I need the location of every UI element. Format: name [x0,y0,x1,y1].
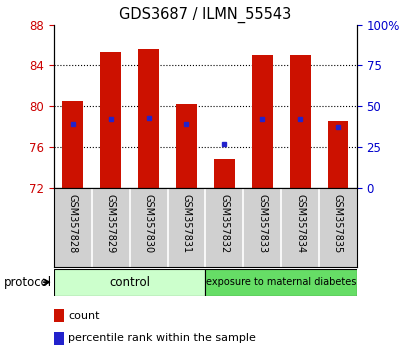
Text: exposure to maternal diabetes: exposure to maternal diabetes [206,277,356,287]
Bar [290,55,310,188]
Text: GSM357833: GSM357833 [257,194,267,253]
Text: GSM357828: GSM357828 [68,194,78,253]
Title: GDS3687 / ILMN_55543: GDS3687 / ILMN_55543 [119,7,292,23]
Bar [63,101,83,188]
Text: percentile rank within the sample: percentile rank within the sample [68,333,256,343]
Text: GSM357830: GSM357830 [144,194,154,253]
Text: protocol: protocol [4,276,52,289]
Text: control: control [109,276,150,289]
Bar [176,104,197,188]
Bar [214,159,235,188]
Text: GSM357831: GSM357831 [181,194,191,253]
Text: GSM357835: GSM357835 [333,194,343,253]
Text: GSM357829: GSM357829 [106,194,116,253]
Bar [54,269,205,296]
Bar [100,52,121,188]
Text: GSM357834: GSM357834 [295,194,305,253]
Bar [138,49,159,188]
Text: GSM357832: GSM357832 [220,194,229,253]
Text: count: count [68,311,100,321]
Bar [327,121,348,188]
Bar [252,55,273,188]
Bar [205,269,357,296]
